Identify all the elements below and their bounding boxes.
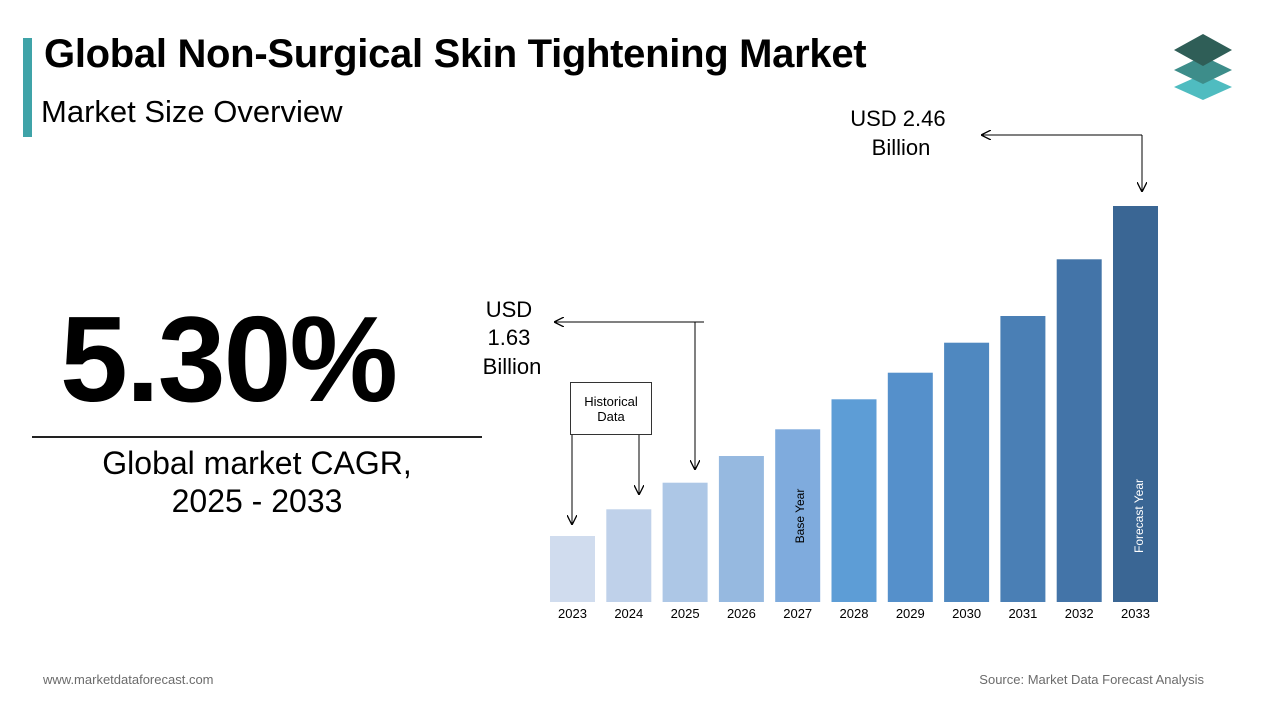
- x-tick-2024: 2024: [614, 606, 643, 621]
- bar-2030: [944, 342, 990, 602]
- x-tick-2025: 2025: [671, 606, 700, 621]
- footer-website[interactable]: www.marketdataforecast.com: [43, 672, 214, 687]
- page-title: Global Non-Surgical Skin Tightening Mark…: [44, 32, 867, 76]
- bar-2029: [887, 372, 933, 602]
- bar-2023: [550, 536, 595, 602]
- page-subtitle: Market Size Overview: [41, 94, 343, 129]
- x-tick-2033: 2033: [1121, 606, 1150, 621]
- cagr-label-line1: Global market CAGR,: [102, 445, 412, 481]
- x-tick-2026: 2026: [727, 606, 756, 621]
- cagr-value: 5.30%: [60, 291, 398, 427]
- end-value-line2: Billion: [872, 135, 931, 160]
- historical-box-line1: Historical: [584, 393, 638, 409]
- start-value-label: USD 1.63 Billion: [483, 297, 542, 379]
- x-tick-2023: 2023: [558, 606, 587, 621]
- footer-source: Source: Market Data Forecast Analysis: [979, 672, 1204, 687]
- bar-2026: [718, 456, 764, 602]
- cagr-label-line2: 2025 - 2033: [171, 483, 343, 519]
- x-tick-2029: 2029: [896, 606, 925, 621]
- x-tick-2031: 2031: [1008, 606, 1037, 621]
- historical-data-box: Historical Data: [570, 382, 652, 435]
- end-value-line1: USD 2.46: [850, 106, 945, 131]
- cagr-label: Global market CAGR, 2025 - 2033: [32, 444, 482, 520]
- base-year-label: Base Year: [793, 489, 807, 544]
- x-tick-2032: 2032: [1065, 606, 1094, 621]
- historical-box-line2: Data: [597, 408, 625, 424]
- start-value-line3: Billion: [483, 354, 542, 379]
- title-accent-bar: [23, 38, 32, 137]
- start-value-line1: USD: [486, 297, 532, 322]
- cagr-divider: [32, 436, 482, 438]
- stacked-layers-icon: [1174, 34, 1232, 100]
- bar-2027: [775, 429, 821, 602]
- bar-2033: [1113, 206, 1158, 602]
- x-tick-2027: 2027: [783, 606, 812, 621]
- end-value-label: USD 2.46 Billion: [850, 106, 952, 160]
- bar-2032: [1056, 259, 1102, 602]
- x-tick-2028: 2028: [840, 606, 869, 621]
- bar-2025: [662, 482, 708, 602]
- bar-2024: [606, 509, 652, 602]
- bar-2028: [831, 399, 877, 602]
- start-value-line2: 1.63: [488, 325, 531, 350]
- forecast-year-label: Forecast Year: [1132, 479, 1146, 553]
- bar-2031: [1000, 316, 1046, 602]
- x-tick-2030: 2030: [952, 606, 981, 621]
